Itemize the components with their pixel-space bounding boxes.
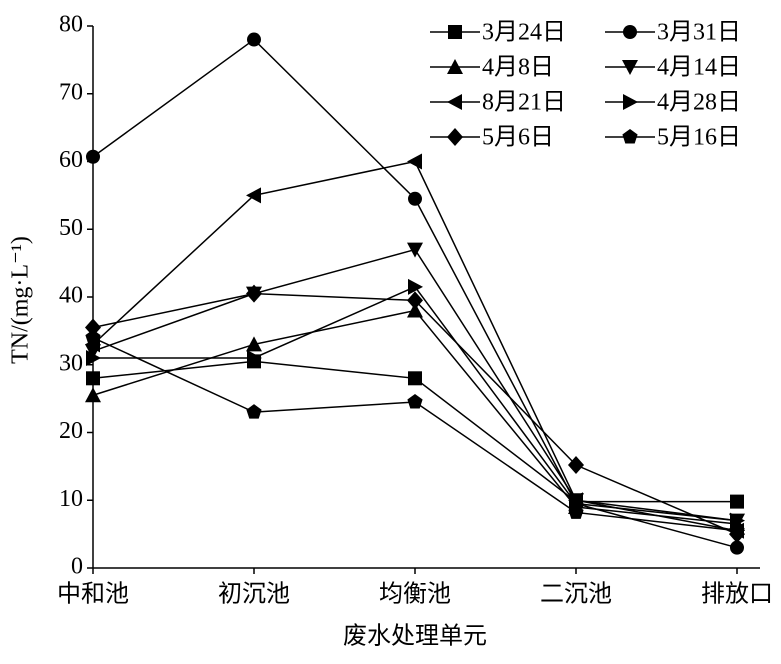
data-point [246, 404, 262, 419]
legend-label: 8月21日 [482, 90, 566, 116]
legend-marker [622, 60, 638, 75]
data-point [85, 329, 101, 345]
data-point [408, 371, 422, 386]
data-point [730, 540, 744, 555]
data-point [408, 278, 423, 295]
legend-label: 4月8日 [482, 55, 554, 81]
data-point [246, 284, 262, 303]
x-tick-label: 排放口 [701, 581, 773, 608]
series-line [92, 160, 738, 532]
data-point [408, 191, 422, 206]
y-tick-label: 60 [59, 147, 83, 173]
legend-marker [447, 128, 463, 146]
series-line [92, 292, 738, 535]
data-point [730, 512, 745, 529]
y-tick-label: 70 [59, 79, 83, 105]
data-point [729, 522, 745, 538]
legend-marker [622, 129, 638, 144]
data-point [247, 32, 261, 47]
data-point [247, 349, 262, 366]
legend-marker [447, 59, 463, 74]
legend-marker [623, 94, 638, 110]
legend-label: 4月28日 [657, 90, 741, 116]
legend-marker [448, 25, 462, 39]
legend-label: 4月14日 [657, 55, 741, 81]
y-tick-label: 40 [59, 283, 83, 309]
data-point [407, 302, 423, 318]
x-axis-label: 废水处理单元 [343, 623, 487, 650]
data-point [730, 494, 744, 509]
data-point [407, 153, 422, 170]
x-tick-label: 中和池 [57, 581, 129, 608]
legend-label: 5月6日 [482, 125, 554, 151]
data-point [86, 349, 101, 366]
data-point [85, 318, 101, 337]
y-tick-label: 0 [71, 554, 83, 580]
y-tick-label: 20 [59, 418, 83, 444]
legend-marker [447, 94, 462, 110]
x-tick-label: 初沉池 [218, 581, 290, 608]
data-point [407, 394, 423, 409]
y-tick-label: 30 [59, 350, 83, 376]
legend-label: 3月24日 [482, 20, 566, 46]
y-tick-label: 50 [59, 215, 83, 241]
legend-label: 5月16日 [657, 125, 741, 151]
legend-label: 3月31日 [657, 20, 741, 46]
data-point [246, 187, 261, 204]
data-point [246, 336, 262, 352]
data-point [85, 387, 101, 403]
data-point [568, 504, 584, 519]
data-point [568, 456, 584, 475]
legend-marker [623, 25, 637, 39]
y-tick-label: 10 [59, 486, 83, 512]
x-tick-label: 均衡池 [379, 581, 451, 608]
data-point [86, 371, 100, 386]
data-point [407, 242, 423, 258]
data-point [407, 291, 423, 310]
y-tick-label: 80 [59, 12, 83, 38]
y-axis-label: TN/(mg·L⁻¹) [8, 236, 34, 364]
x-tick-label: 二沉池 [540, 581, 612, 608]
data-point [86, 149, 100, 164]
